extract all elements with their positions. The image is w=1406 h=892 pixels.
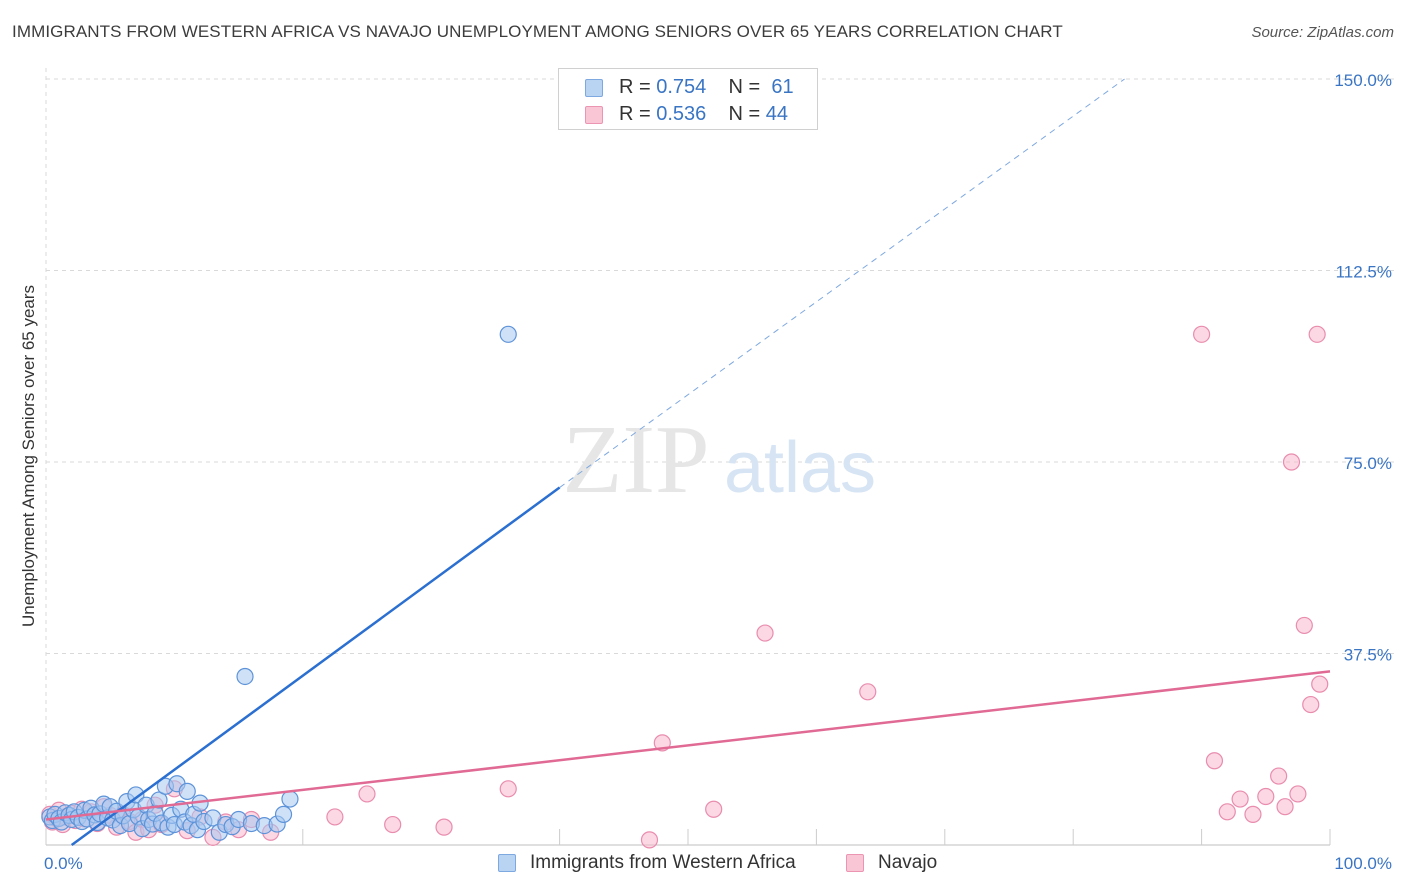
legend-swatch-pink (846, 854, 864, 872)
data-point-navajo (1231, 790, 1249, 808)
data-point-navajo (326, 808, 344, 826)
data-point-navajo (384, 815, 402, 834)
legend-r-value: 0.536 (656, 103, 707, 125)
watermark: ZIP atlas (563, 406, 877, 514)
data-point-navajo (435, 818, 453, 836)
data-point-navajo (1311, 675, 1329, 693)
y-axis-label: Unemployment Among Seniors over 65 years (19, 285, 38, 627)
tick-labels: 37.5% 75.0% 112.5% 150.0% 0.0% 100.0% (44, 71, 1392, 873)
trend-extension-western-africa (559, 78, 1125, 488)
trend-line-navajo (45, 670, 1331, 821)
data-point-navajo (1302, 695, 1320, 714)
trend-lines (45, 78, 1331, 847)
chart-title: IMMIGRANTS FROM WESTERN AFRICA VS NAVAJO… (12, 22, 1063, 41)
legend-n-label: N = (728, 103, 766, 125)
data-point-navajo (1218, 803, 1236, 821)
grid-layer (46, 78, 1394, 654)
legend-label-navajo: Navajo (878, 852, 938, 873)
x-tick-label: 100.0% (1334, 854, 1392, 873)
data-point-western-africa (127, 786, 145, 804)
watermark-atlas: atlas (724, 428, 876, 508)
data-point-navajo (1270, 767, 1288, 785)
data-point-navajo (358, 785, 376, 803)
data-point-navajo (1192, 325, 1211, 343)
legend-r-value: 0.754 (656, 76, 707, 98)
legend-swatch-pink (585, 106, 603, 124)
data-point-western-africa (281, 790, 299, 808)
data-point-navajo (1244, 805, 1262, 823)
axis-layer (45, 68, 1331, 846)
legend-n-value: 61 (771, 76, 794, 98)
data-point-navajo (1295, 616, 1313, 635)
data-point-navajo (1276, 798, 1294, 816)
data-point-navajo (1205, 752, 1224, 770)
series-western-africa-points (41, 325, 517, 841)
data-point-navajo (640, 831, 659, 849)
series-legend: Immigrants from Western Africa Navajo (0, 852, 1406, 876)
y-tick-label: 150.0% (1334, 71, 1392, 90)
data-point-navajo (859, 683, 877, 701)
legend-r-label: R = (619, 76, 657, 98)
data-point-western-africa (178, 782, 196, 800)
data-point-western-africa (499, 325, 517, 343)
legend-swatch-blue (498, 854, 516, 872)
correlation-legend: R = 0.754 N = 61 R = 0.536 N = 44 (558, 68, 818, 130)
legend-label-western-africa: Immigrants from Western Africa (530, 852, 796, 873)
data-point-navajo (499, 780, 517, 798)
data-point-navajo (705, 800, 723, 818)
series-navajo-points (41, 325, 1329, 849)
y-tick-label: 112.5% (1336, 263, 1392, 282)
data-point-navajo (1289, 785, 1307, 803)
x-tick-label: 0.0% (44, 854, 83, 873)
data-point-western-africa (150, 791, 168, 809)
data-point-navajo (1308, 325, 1326, 343)
data-point-western-africa (274, 805, 293, 823)
data-point-navajo (756, 624, 774, 642)
source-label: Source: ZipAtlas.com (1251, 24, 1394, 41)
legend-r-label: R = (619, 103, 657, 125)
y-tick-label: 37.5% (1344, 646, 1392, 665)
legend-n-label: N = (728, 76, 766, 98)
trend-line-western-africa (70, 486, 561, 847)
y-tick-label: 75.0% (1344, 454, 1392, 473)
legend-swatch-blue (585, 79, 603, 97)
data-point-navajo (1282, 453, 1301, 471)
data-point-western-africa (236, 667, 254, 686)
legend-n-value: 44 (765, 103, 789, 125)
watermark-zip: ZIP (563, 406, 710, 514)
data-point-navajo (1257, 787, 1275, 806)
